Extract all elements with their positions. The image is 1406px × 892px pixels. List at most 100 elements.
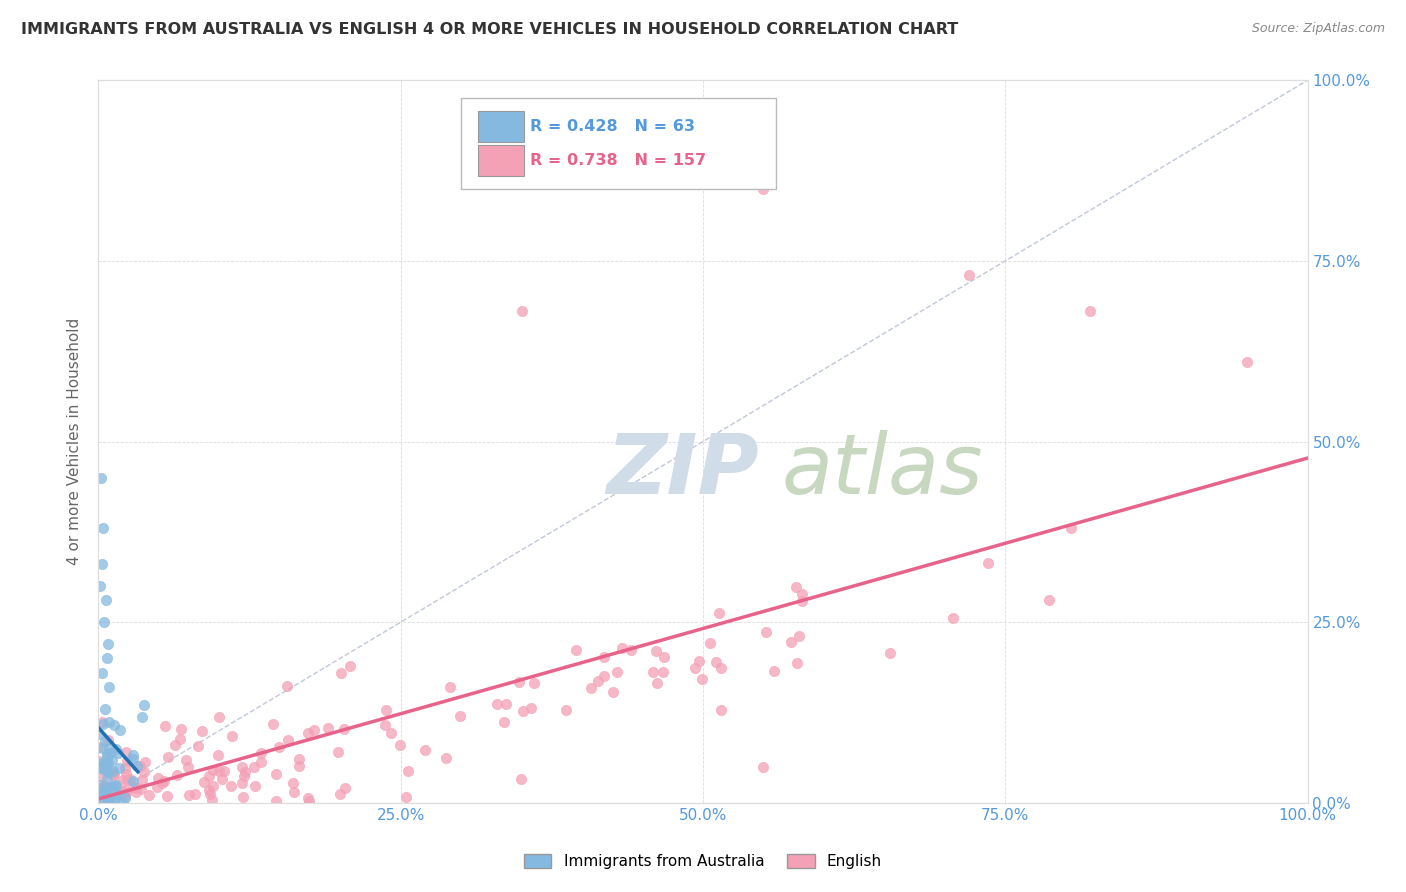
Point [388, 738, 411, 752]
Point [97, 764, 120, 779]
Point [879, 646, 901, 660]
Point [114, 784, 136, 798]
Point [103, 780, 125, 794]
Point [197, 783, 219, 797]
Point [207, 748, 229, 763]
Point [90, 769, 112, 783]
Point [183, 787, 205, 801]
Point [707, 606, 730, 620]
Point [1060, 520, 1083, 534]
Point [101, 764, 124, 778]
Point [170, 722, 193, 736]
Point [114, 788, 136, 802]
Text: R = 0.738   N = 157: R = 0.738 N = 157 [530, 153, 706, 168]
Point [380, 725, 402, 739]
Point [114, 767, 136, 781]
Point [792, 587, 814, 601]
Point [494, 714, 516, 729]
Point [752, 760, 775, 774]
Point [267, 739, 290, 754]
Point [87, 727, 110, 741]
Point [957, 268, 980, 283]
Point [208, 710, 231, 724]
Point [1038, 593, 1060, 607]
Point [107, 761, 129, 775]
Point [177, 760, 200, 774]
Point [111, 784, 134, 798]
Point [688, 654, 710, 668]
Point [375, 703, 398, 717]
Point [374, 718, 396, 732]
Point [107, 746, 129, 760]
Point [169, 731, 191, 746]
Point [790, 594, 813, 608]
Point [264, 767, 287, 781]
Point [104, 779, 127, 793]
Point [87, 739, 110, 754]
Point [156, 749, 179, 764]
Point [752, 182, 775, 196]
Point [243, 759, 266, 773]
Point [91, 521, 114, 535]
Point [90, 756, 112, 770]
Point [508, 674, 530, 689]
Point [523, 675, 546, 690]
Point [94, 733, 117, 747]
Point [89, 796, 111, 810]
Point [166, 767, 188, 781]
Point [121, 752, 143, 766]
Point [641, 665, 664, 680]
Point [134, 756, 156, 770]
Point [122, 747, 145, 762]
Point [93, 788, 115, 802]
Point [201, 793, 224, 807]
Point [187, 739, 209, 754]
Point [118, 772, 141, 786]
Point [683, 661, 706, 675]
FancyBboxPatch shape [478, 111, 524, 143]
Point [512, 704, 534, 718]
Point [645, 644, 668, 658]
Point [91, 717, 114, 731]
Point [287, 752, 309, 766]
Point [96, 756, 118, 771]
Point [122, 773, 145, 788]
Point [219, 779, 242, 793]
Point [976, 556, 998, 570]
Point [111, 796, 134, 810]
Point [304, 723, 326, 738]
Point [155, 719, 177, 733]
Point [264, 794, 287, 808]
Point [510, 772, 533, 786]
Point [329, 787, 352, 801]
Point [593, 669, 616, 683]
Point [276, 679, 298, 693]
Point [94, 780, 117, 794]
Text: Source: ZipAtlas.com: Source: ZipAtlas.com [1251, 22, 1385, 36]
Point [93, 615, 115, 630]
Point [97, 756, 120, 770]
Point [100, 780, 122, 794]
Point [789, 630, 811, 644]
Point [297, 725, 319, 739]
Point [193, 775, 215, 789]
Point [780, 635, 803, 649]
Point [89, 780, 111, 795]
Point [495, 697, 517, 711]
Point [396, 764, 419, 779]
Point [554, 704, 576, 718]
Point [97, 793, 120, 807]
FancyBboxPatch shape [461, 98, 776, 189]
Point [146, 780, 169, 795]
Point [586, 673, 609, 688]
Point [128, 758, 150, 772]
Point [785, 580, 807, 594]
Point [200, 787, 222, 801]
Point [103, 791, 125, 805]
Point [326, 745, 349, 759]
Point [262, 717, 284, 731]
Point [96, 772, 118, 786]
Point [211, 772, 233, 787]
Point [132, 764, 155, 779]
Point [581, 681, 603, 696]
